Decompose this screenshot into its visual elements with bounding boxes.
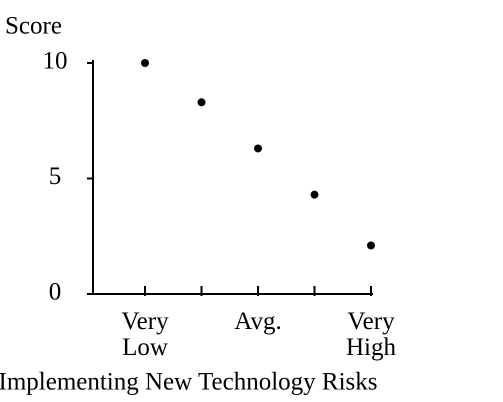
x-tick-label: Avg. (234, 308, 282, 335)
dot (310, 190, 319, 199)
y-tick-label: 0 (49, 279, 62, 306)
y-tick-label: 5 (49, 163, 62, 190)
dot (197, 98, 206, 107)
dot (254, 144, 262, 153)
y-tick-label: 10 (43, 48, 68, 75)
x-axis-label: Implementing New Technology Risks (0, 369, 378, 396)
x-tick-label: Very High (346, 308, 396, 361)
y-axis-label: Score (5, 13, 62, 40)
dot (141, 59, 149, 67)
x-tick-label: Very Low (121, 308, 169, 361)
dot (367, 241, 375, 250)
